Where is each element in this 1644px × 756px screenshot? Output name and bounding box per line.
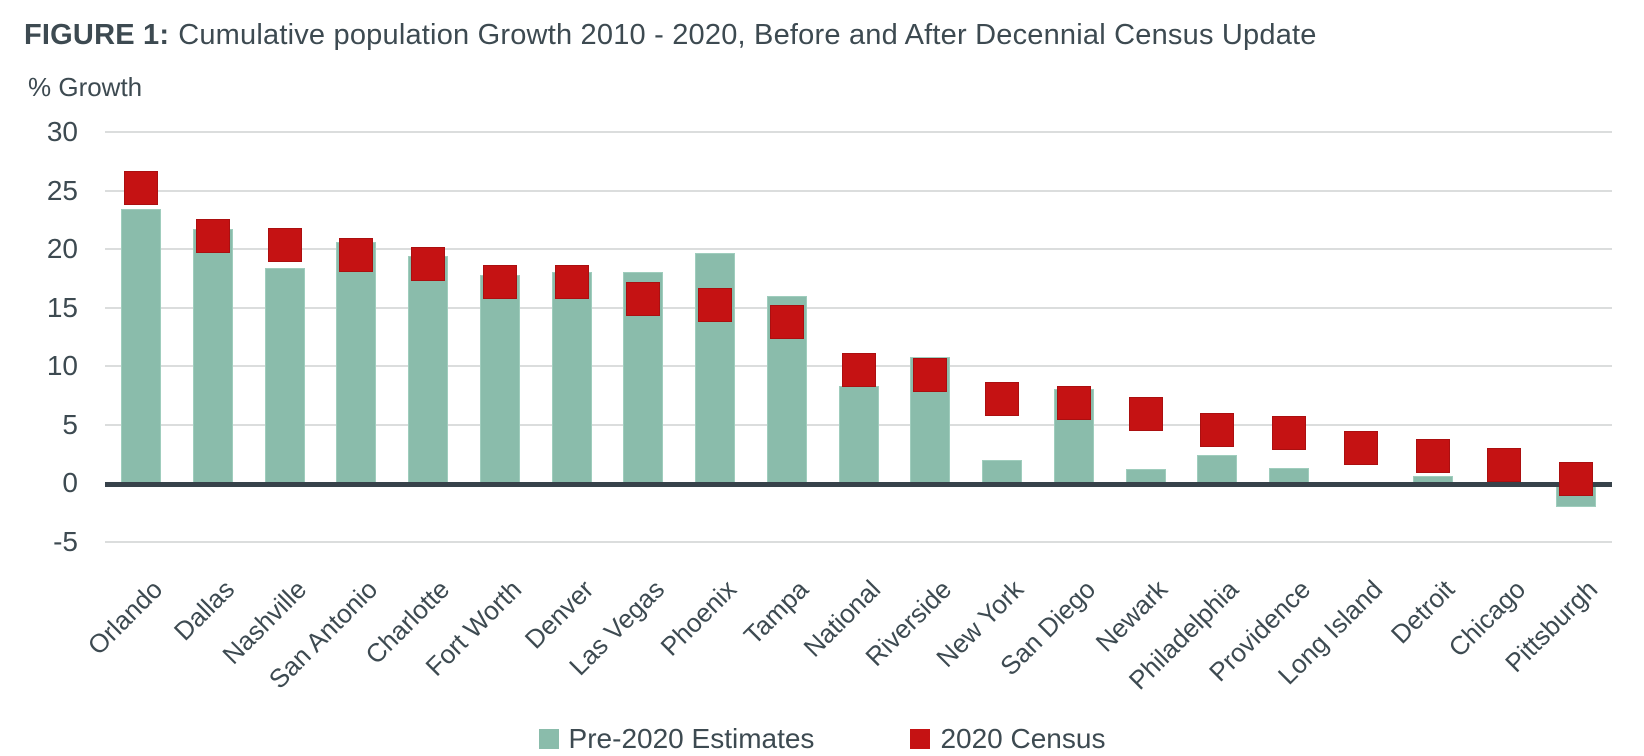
marker-detroit-2020-census xyxy=(1415,439,1450,474)
marker-national-2020-census xyxy=(841,352,876,387)
x-axis-zero-line xyxy=(105,482,1612,487)
marker-new-york-2020-census xyxy=(985,381,1019,416)
y-tick-25: 25 xyxy=(46,174,78,206)
marker-san-diego-2020-census xyxy=(1056,386,1091,421)
figure-title-prefix: FIGURE 1: xyxy=(24,19,170,51)
figure-title-text: Cumulative population Growth 2010 - 2020… xyxy=(178,19,1317,51)
bar-charlotte-pre-2020 xyxy=(408,256,448,485)
bar-national-pre-2020 xyxy=(838,385,879,485)
bar-fort-worth-pre-2020 xyxy=(479,274,520,485)
y-tick-5: 5 xyxy=(62,408,78,440)
gridline-25 xyxy=(105,189,1612,192)
y-tick-0: 0 xyxy=(62,467,78,498)
gridline-20 xyxy=(105,248,1612,250)
y-axis-title: % Growth xyxy=(28,72,143,102)
red-swatch-icon xyxy=(910,729,931,749)
gridline--5 xyxy=(105,540,1612,543)
bar-orlando-pre-2020 xyxy=(121,209,161,485)
gridline-15 xyxy=(105,306,1612,309)
y-tick-10: 10 xyxy=(46,350,78,381)
legend-label: 2020 Census xyxy=(940,723,1106,754)
marker-newark-2020-census xyxy=(1128,396,1163,431)
legend-item-2020-census: 2020 Census xyxy=(910,723,1105,755)
teal-swatch-icon xyxy=(538,729,559,749)
y-tick--5: -5 xyxy=(53,525,78,557)
marker-dallas-2020-census xyxy=(195,219,230,254)
marker-denver-2020-census xyxy=(554,264,589,299)
bar-philadelphia-pre-2020 xyxy=(1197,454,1238,485)
chart-legend: Pre-2020 Estimates 2020 Census xyxy=(0,722,1644,756)
y-tick-15: 15 xyxy=(46,291,78,323)
y-tick-30: 30 xyxy=(46,116,78,147)
legend-item-pre-2020-estimates: Pre-2020 Estimates xyxy=(538,723,815,755)
marker-providence-2020-census xyxy=(1272,415,1306,450)
bar-new-york-pre-2020 xyxy=(982,459,1022,485)
bar-nashville-pre-2020 xyxy=(264,267,305,485)
marker-long-island-2020-census xyxy=(1343,430,1378,465)
marker-nashville-2020-census xyxy=(267,228,302,263)
bar-denver-pre-2020 xyxy=(551,272,592,485)
bar-san-antonio-pre-2020 xyxy=(336,241,377,485)
y-tick-20: 20 xyxy=(46,233,78,264)
marker-chicago-2020-census xyxy=(1487,448,1522,483)
marker-san-antonio-2020-census xyxy=(339,237,374,272)
marker-las-vegas-2020-census xyxy=(626,282,661,317)
marker-orlando-2020-census xyxy=(124,171,158,206)
figure-title: FIGURE 1: Cumulative population Growth 20… xyxy=(24,18,1317,53)
marker-riverside-2020-census xyxy=(913,358,948,393)
marker-tampa-2020-census xyxy=(769,304,804,339)
marker-fort-worth-2020-census xyxy=(482,264,517,299)
marker-philadelphia-2020-census xyxy=(1200,413,1235,448)
marker-phoenix-2020-census xyxy=(698,288,732,323)
marker-pittsburgh-2020-census xyxy=(1559,462,1593,497)
legend-label: Pre-2020 Estimates xyxy=(568,723,815,754)
marker-charlotte-2020-census xyxy=(411,247,445,282)
bar-dallas-pre-2020 xyxy=(192,229,233,485)
gridline-30 xyxy=(105,131,1612,133)
